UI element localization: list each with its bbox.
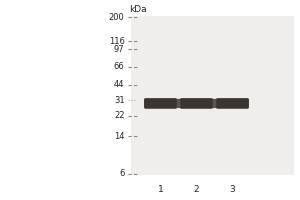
Text: kDa: kDa — [130, 5, 147, 15]
Text: 14: 14 — [114, 132, 124, 141]
FancyBboxPatch shape — [216, 98, 249, 109]
Text: 3: 3 — [230, 186, 236, 194]
FancyBboxPatch shape — [144, 99, 249, 108]
FancyBboxPatch shape — [144, 98, 177, 109]
Text: 116: 116 — [109, 37, 124, 46]
FancyBboxPatch shape — [180, 98, 213, 109]
Text: 66: 66 — [114, 62, 124, 71]
Text: 44: 44 — [114, 80, 124, 89]
Text: 200: 200 — [109, 12, 124, 21]
Bar — [130, 16, 294, 175]
Text: 6: 6 — [119, 170, 124, 178]
Text: 2: 2 — [194, 186, 199, 194]
Text: 31: 31 — [114, 96, 124, 105]
Text: 1: 1 — [158, 186, 164, 194]
Text: 97: 97 — [114, 45, 124, 54]
Text: 22: 22 — [114, 111, 124, 120]
